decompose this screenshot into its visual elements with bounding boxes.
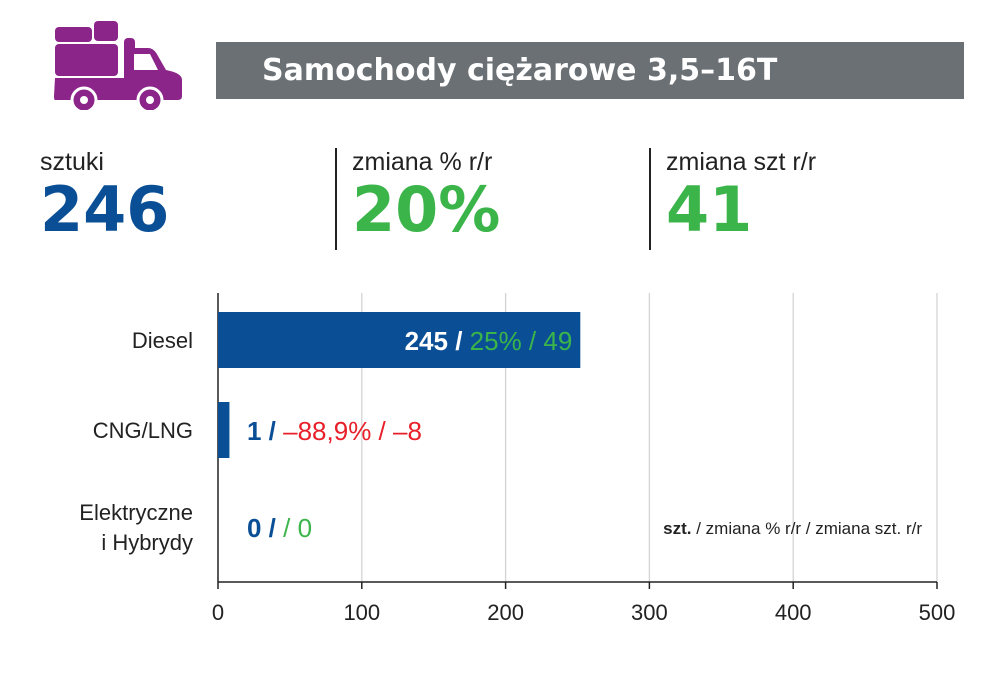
category-label: CNG/LNG xyxy=(93,418,193,443)
kpi-label: zmiana szt r/r xyxy=(666,148,817,176)
category-label: Elektryczne xyxy=(79,500,193,525)
data-label: 245 / 25% / 49 xyxy=(405,326,573,356)
legend-note: szt. / zmiana % r/r / zmiana szt. r/r xyxy=(663,519,922,538)
category-label: Diesel xyxy=(132,328,193,353)
divider xyxy=(335,148,337,250)
x-tick-label: 300 xyxy=(631,600,668,625)
kpi-unit-change: zmiana szt r/r 41 xyxy=(666,148,816,245)
category-label: i Hybrydy xyxy=(101,530,193,555)
kpi-label: zmiana % r/r xyxy=(352,148,493,176)
truck-icon xyxy=(54,21,182,110)
data-label-part: 25% / xyxy=(470,326,544,356)
x-tick-label: 500 xyxy=(919,600,956,625)
divider xyxy=(649,148,651,250)
kpi-value: 41 xyxy=(666,173,753,246)
data-label: 0 / / 0 xyxy=(247,513,312,543)
bar-1 xyxy=(218,402,230,458)
data-label-part: 49 xyxy=(543,326,572,356)
x-tick-label: 0 xyxy=(212,600,224,625)
x-tick-label: 200 xyxy=(487,600,524,625)
page-title: Samochody ciężarowe 3,5–16T xyxy=(216,42,964,99)
data-label-part: / xyxy=(283,513,297,543)
data-label-part: 245 / xyxy=(405,326,470,356)
kpi-units: sztuki 246 xyxy=(40,148,169,245)
data-label: 1 / –88,9% / –8 xyxy=(247,416,422,446)
kpi-value: 246 xyxy=(40,173,170,246)
data-label-part: 0 xyxy=(298,513,312,543)
data-label-part: 1 / xyxy=(247,416,283,446)
kpi-value: 20% xyxy=(352,173,501,246)
legend-part: szt. xyxy=(663,519,691,538)
legend-part: / zmiana % r/r / zmiana szt. r/r xyxy=(692,519,923,538)
data-label-part: 0 / xyxy=(247,513,283,543)
x-tick-label: 400 xyxy=(775,600,812,625)
kpi-label: sztuki xyxy=(40,148,104,176)
data-label-part: –8 xyxy=(393,416,422,446)
kpi-pct-change: zmiana % r/r 20% xyxy=(352,148,500,245)
data-label-part: –88,9% / xyxy=(283,416,393,446)
x-tick-label: 100 xyxy=(343,600,380,625)
bar-0 xyxy=(218,312,581,368)
